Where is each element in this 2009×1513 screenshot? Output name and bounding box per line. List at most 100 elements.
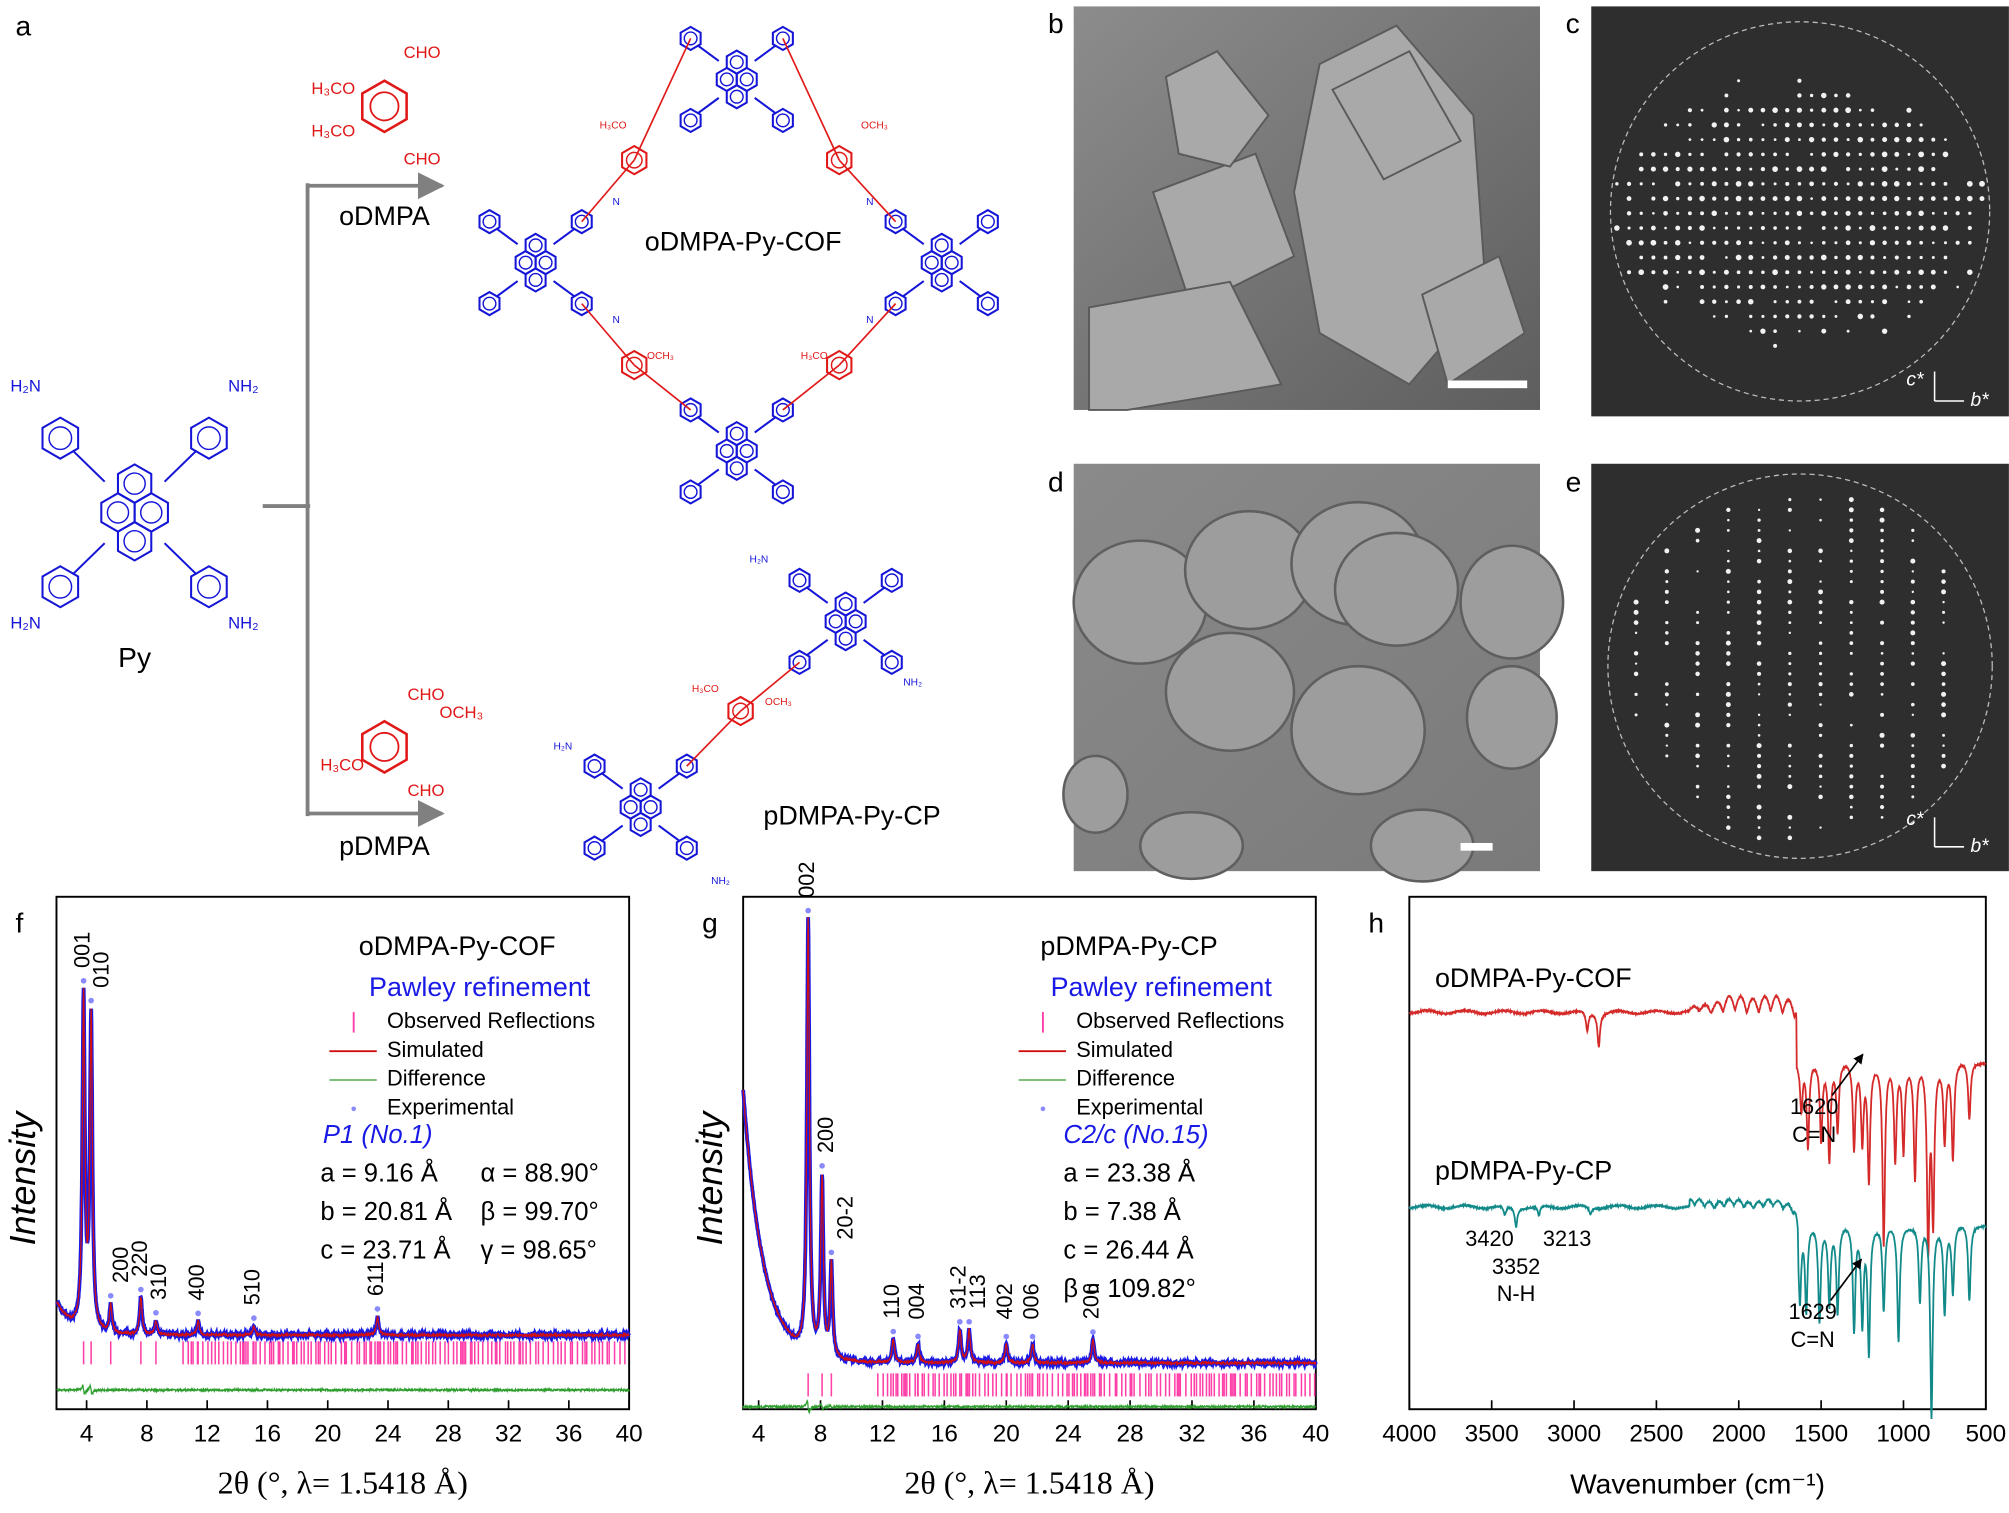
diffraction-spot [1942,610,1946,614]
diffraction-spot [1797,255,1802,260]
diffraction-spot [1651,270,1656,275]
diffraction-spot [1676,196,1680,201]
band-label: N-H [1497,1281,1536,1306]
diffraction-spot [1737,108,1740,112]
diffraction-spot [1756,610,1762,615]
diffraction-spot [1756,835,1762,841]
diffraction-spot [1748,211,1754,216]
simulated-curve [742,917,1317,1367]
diffraction-spot [1942,744,1945,747]
diffraction-spot [1761,270,1765,275]
x-tick-label: 12 [869,1420,896,1447]
ring [826,349,853,381]
ring-inner [196,426,221,451]
diffraction-spot [1910,599,1916,605]
diffraction-spot [1785,108,1790,113]
diffraction-spot [1833,151,1839,157]
diffraction-spot [1880,641,1885,646]
ring-inner [792,573,807,588]
diffraction-spot [1726,507,1731,513]
chem-label: OCH₃ [765,697,792,708]
cell-parameter: a = 9.16 Å [320,1158,438,1188]
diffraction-spot [1735,254,1742,261]
diffraction-spot [1726,816,1730,819]
diffraction-spot [1727,754,1730,758]
ring-inner [838,631,853,646]
diffraction-spot [1849,621,1853,625]
diffraction-spot [1955,211,1960,216]
chem-label: CHO [407,685,444,704]
diffraction-spot [1849,528,1854,533]
x-tick-label: 20 [314,1420,341,1447]
diffraction-spot [1918,210,1924,217]
chem-label: H₂N [10,613,40,632]
series-label: oDMPA-Py-COF [1435,963,1632,993]
diffraction-spot [1757,579,1761,584]
diffraction-spot [1761,241,1765,245]
legend-symbol [351,1106,356,1112]
peak-label: 400 [184,1264,209,1300]
diffraction-spot [1787,682,1792,687]
diffraction-spot [1664,722,1670,728]
diffraction-spot [1910,733,1916,738]
diffraction-spot [1879,732,1885,738]
diffraction-spot [1869,240,1876,246]
diffraction-spot [1785,167,1789,171]
diffraction-spot [1918,225,1924,231]
diffraction-spot [1700,211,1705,216]
diffraction-spot [1696,795,1699,799]
diffraction-spot [1942,621,1945,624]
diffraction-spot [1687,255,1692,260]
ring-inner [838,596,853,612]
diffraction-spot [1845,284,1851,290]
diffraction-spot [1676,270,1680,274]
diffraction-spot [1726,743,1731,748]
diffraction-spot [1966,180,1973,187]
ring [679,25,702,52]
bond [838,303,897,366]
diffraction-spot [1850,549,1853,553]
diffraction-spot [1845,269,1851,275]
ring-inner [643,800,658,815]
legend-label: Simulated [387,1037,484,1062]
diffraction-spot [1757,734,1761,737]
diffraction-spot [1821,284,1827,290]
diffraction-spot [1757,631,1761,635]
diffraction-spot [1634,692,1638,697]
ring [524,232,547,259]
diffraction-spot [1894,240,1899,245]
diffraction-spot [1809,255,1814,260]
diffraction-spot [1894,210,1900,216]
diffraction-spot [1651,196,1656,201]
x-tick-label: 3000 [1547,1420,1601,1447]
diffraction-spot [1757,713,1761,717]
panel-letter: d [1048,466,1064,498]
diffraction-spot [1699,225,1705,231]
bond [658,824,681,843]
diffraction-spot [1664,600,1669,605]
diffraction-spot [1788,559,1792,563]
space-group: P1 (No.1) [323,1121,433,1149]
diffraction-spot [1724,196,1729,201]
legend-label: Observed Reflections [387,1008,595,1033]
ring-inner [775,484,790,500]
diffraction-spot [1931,211,1935,215]
diffraction-spot [1941,661,1947,667]
diffraction-spot [1857,284,1863,290]
diffraction-spot [1907,226,1911,230]
diffraction-spot [1634,662,1638,665]
ring-inner [944,255,959,270]
ring-inner [884,655,899,670]
ring-inner [924,255,939,270]
diffraction-spot [1615,182,1619,186]
diffraction-spot [1773,343,1778,348]
diffraction-spot [1761,152,1765,157]
chem-label: OCH₃ [647,351,674,362]
diffraction-spot [1664,641,1669,646]
ring [570,290,593,317]
diffraction-spot [1910,630,1916,636]
diffraction-spot [1756,538,1762,544]
diffraction-spot [1979,180,1985,187]
diffraction-spot [1858,167,1862,171]
diffraction-spot [1726,600,1730,604]
